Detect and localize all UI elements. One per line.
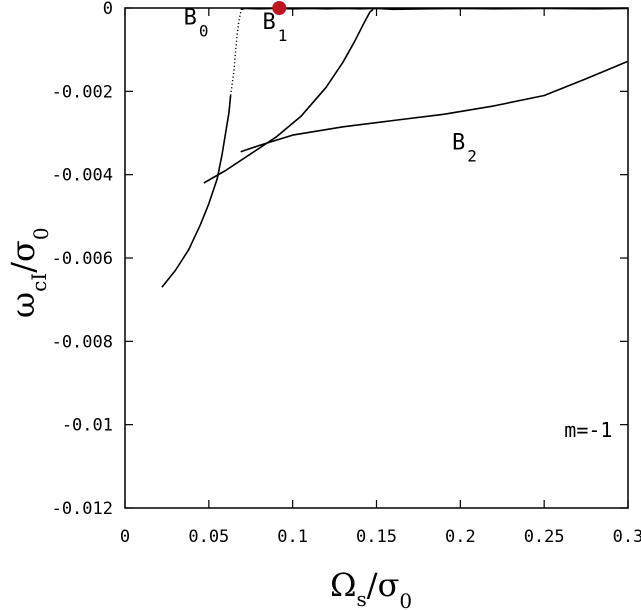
y-axis-label-sub: cI (27, 273, 51, 292)
y-tick-label: -0.012 (52, 499, 113, 519)
y-axis-label-sub2: 0 (29, 227, 53, 240)
series-group (161, 7, 629, 288)
marker-group (272, 1, 287, 15)
y-tick-label: -0.004 (52, 166, 113, 186)
series-label-0: B0 (184, 6, 209, 41)
annotation-text: m=-1 (564, 418, 612, 442)
x-axis-label-sep: /σ (367, 566, 400, 604)
x-axis-label-main: Ω (330, 566, 357, 604)
y-axis-label-main: ω (4, 292, 42, 318)
y-tick-label: 0 (103, 0, 113, 19)
series-line-0 (161, 95, 232, 288)
plot-frame (124, 7, 629, 509)
x-tick-label: 0 (120, 527, 130, 547)
y-tick-label: -0.002 (52, 82, 113, 102)
y-axis-label-sep: /σ (4, 240, 42, 273)
series-line-2 (203, 8, 374, 184)
y-tick-label: -0.01 (62, 416, 113, 436)
x-tick-label: 0.2 (445, 527, 476, 547)
tick-marks (124, 7, 629, 509)
series-line-3 (240, 60, 629, 153)
tick-labels: 0 0.05 0.1 0.15 0.2 0.25 0.3 0 -0.002 -0.004 -0.00… (52, 0, 641, 547)
x-axis-label: Ωs/σ0 (330, 566, 412, 610)
x-axis-label-sub: s (357, 587, 367, 610)
x-tick-label: 0.15 (356, 527, 397, 547)
x-tick-label: 0.05 (188, 527, 229, 547)
series-label-2: B1 (262, 10, 287, 45)
x-tick-label: 0.25 (524, 527, 565, 547)
y-tick-label: -0.008 (52, 332, 113, 352)
x-tick-label: 0.1 (277, 527, 308, 547)
x-axis-label-sub2: 0 (399, 589, 412, 610)
series-label-3: B2 (452, 131, 477, 166)
annotation-group: m=-1 (564, 418, 612, 442)
highlight-marker (272, 1, 287, 15)
y-tick-label: -0.006 (52, 249, 113, 269)
x-tick-label: 0.3 (613, 527, 641, 547)
series-line-1 (229, 9, 243, 96)
series-labels: B0 B1 B2 (184, 6, 477, 166)
y-axis-label: ωcI/σ0 (4, 227, 53, 318)
